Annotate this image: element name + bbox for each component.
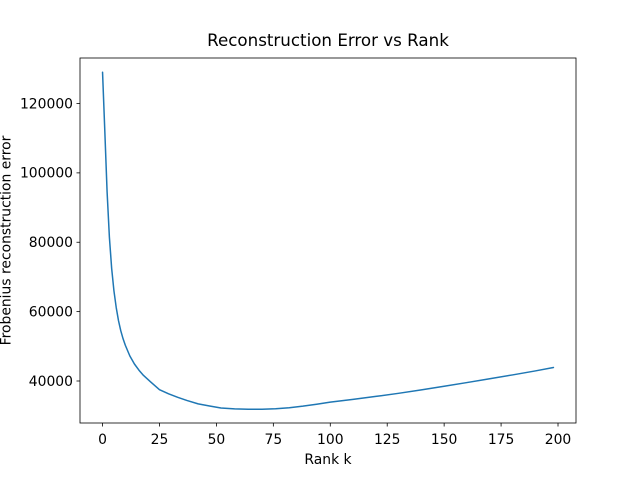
y-axis-ticks: 40000 60000 80000 100000 120000 bbox=[20, 96, 80, 390]
y-tick-label: 80000 bbox=[29, 235, 73, 251]
x-tick-label: 50 bbox=[208, 432, 226, 448]
y-axis-label: Frobenius reconstruction error bbox=[0, 135, 15, 345]
x-tick-label: 200 bbox=[545, 432, 572, 448]
x-tick-label: 25 bbox=[151, 432, 169, 448]
x-tick-label: 0 bbox=[98, 432, 107, 448]
plot-area-border bbox=[79, 57, 577, 424]
x-tick-label: 75 bbox=[264, 432, 282, 448]
x-tick-label: 125 bbox=[374, 432, 401, 448]
chart-title: Reconstruction Error vs Rank bbox=[207, 30, 449, 50]
x-axis-ticks: 0 25 50 75 100 125 150 175 200 bbox=[98, 423, 571, 448]
x-tick-label: 100 bbox=[317, 432, 344, 448]
y-tick-label: 60000 bbox=[29, 304, 73, 320]
y-tick-label: 100000 bbox=[20, 166, 73, 182]
x-axis-label: Rank k bbox=[304, 452, 351, 468]
x-tick-label: 175 bbox=[488, 432, 515, 448]
y-tick-label: 40000 bbox=[29, 374, 73, 390]
series-line bbox=[101, 71, 555, 411]
x-tick-label: 150 bbox=[431, 432, 458, 448]
y-tick-label: 120000 bbox=[20, 96, 73, 112]
